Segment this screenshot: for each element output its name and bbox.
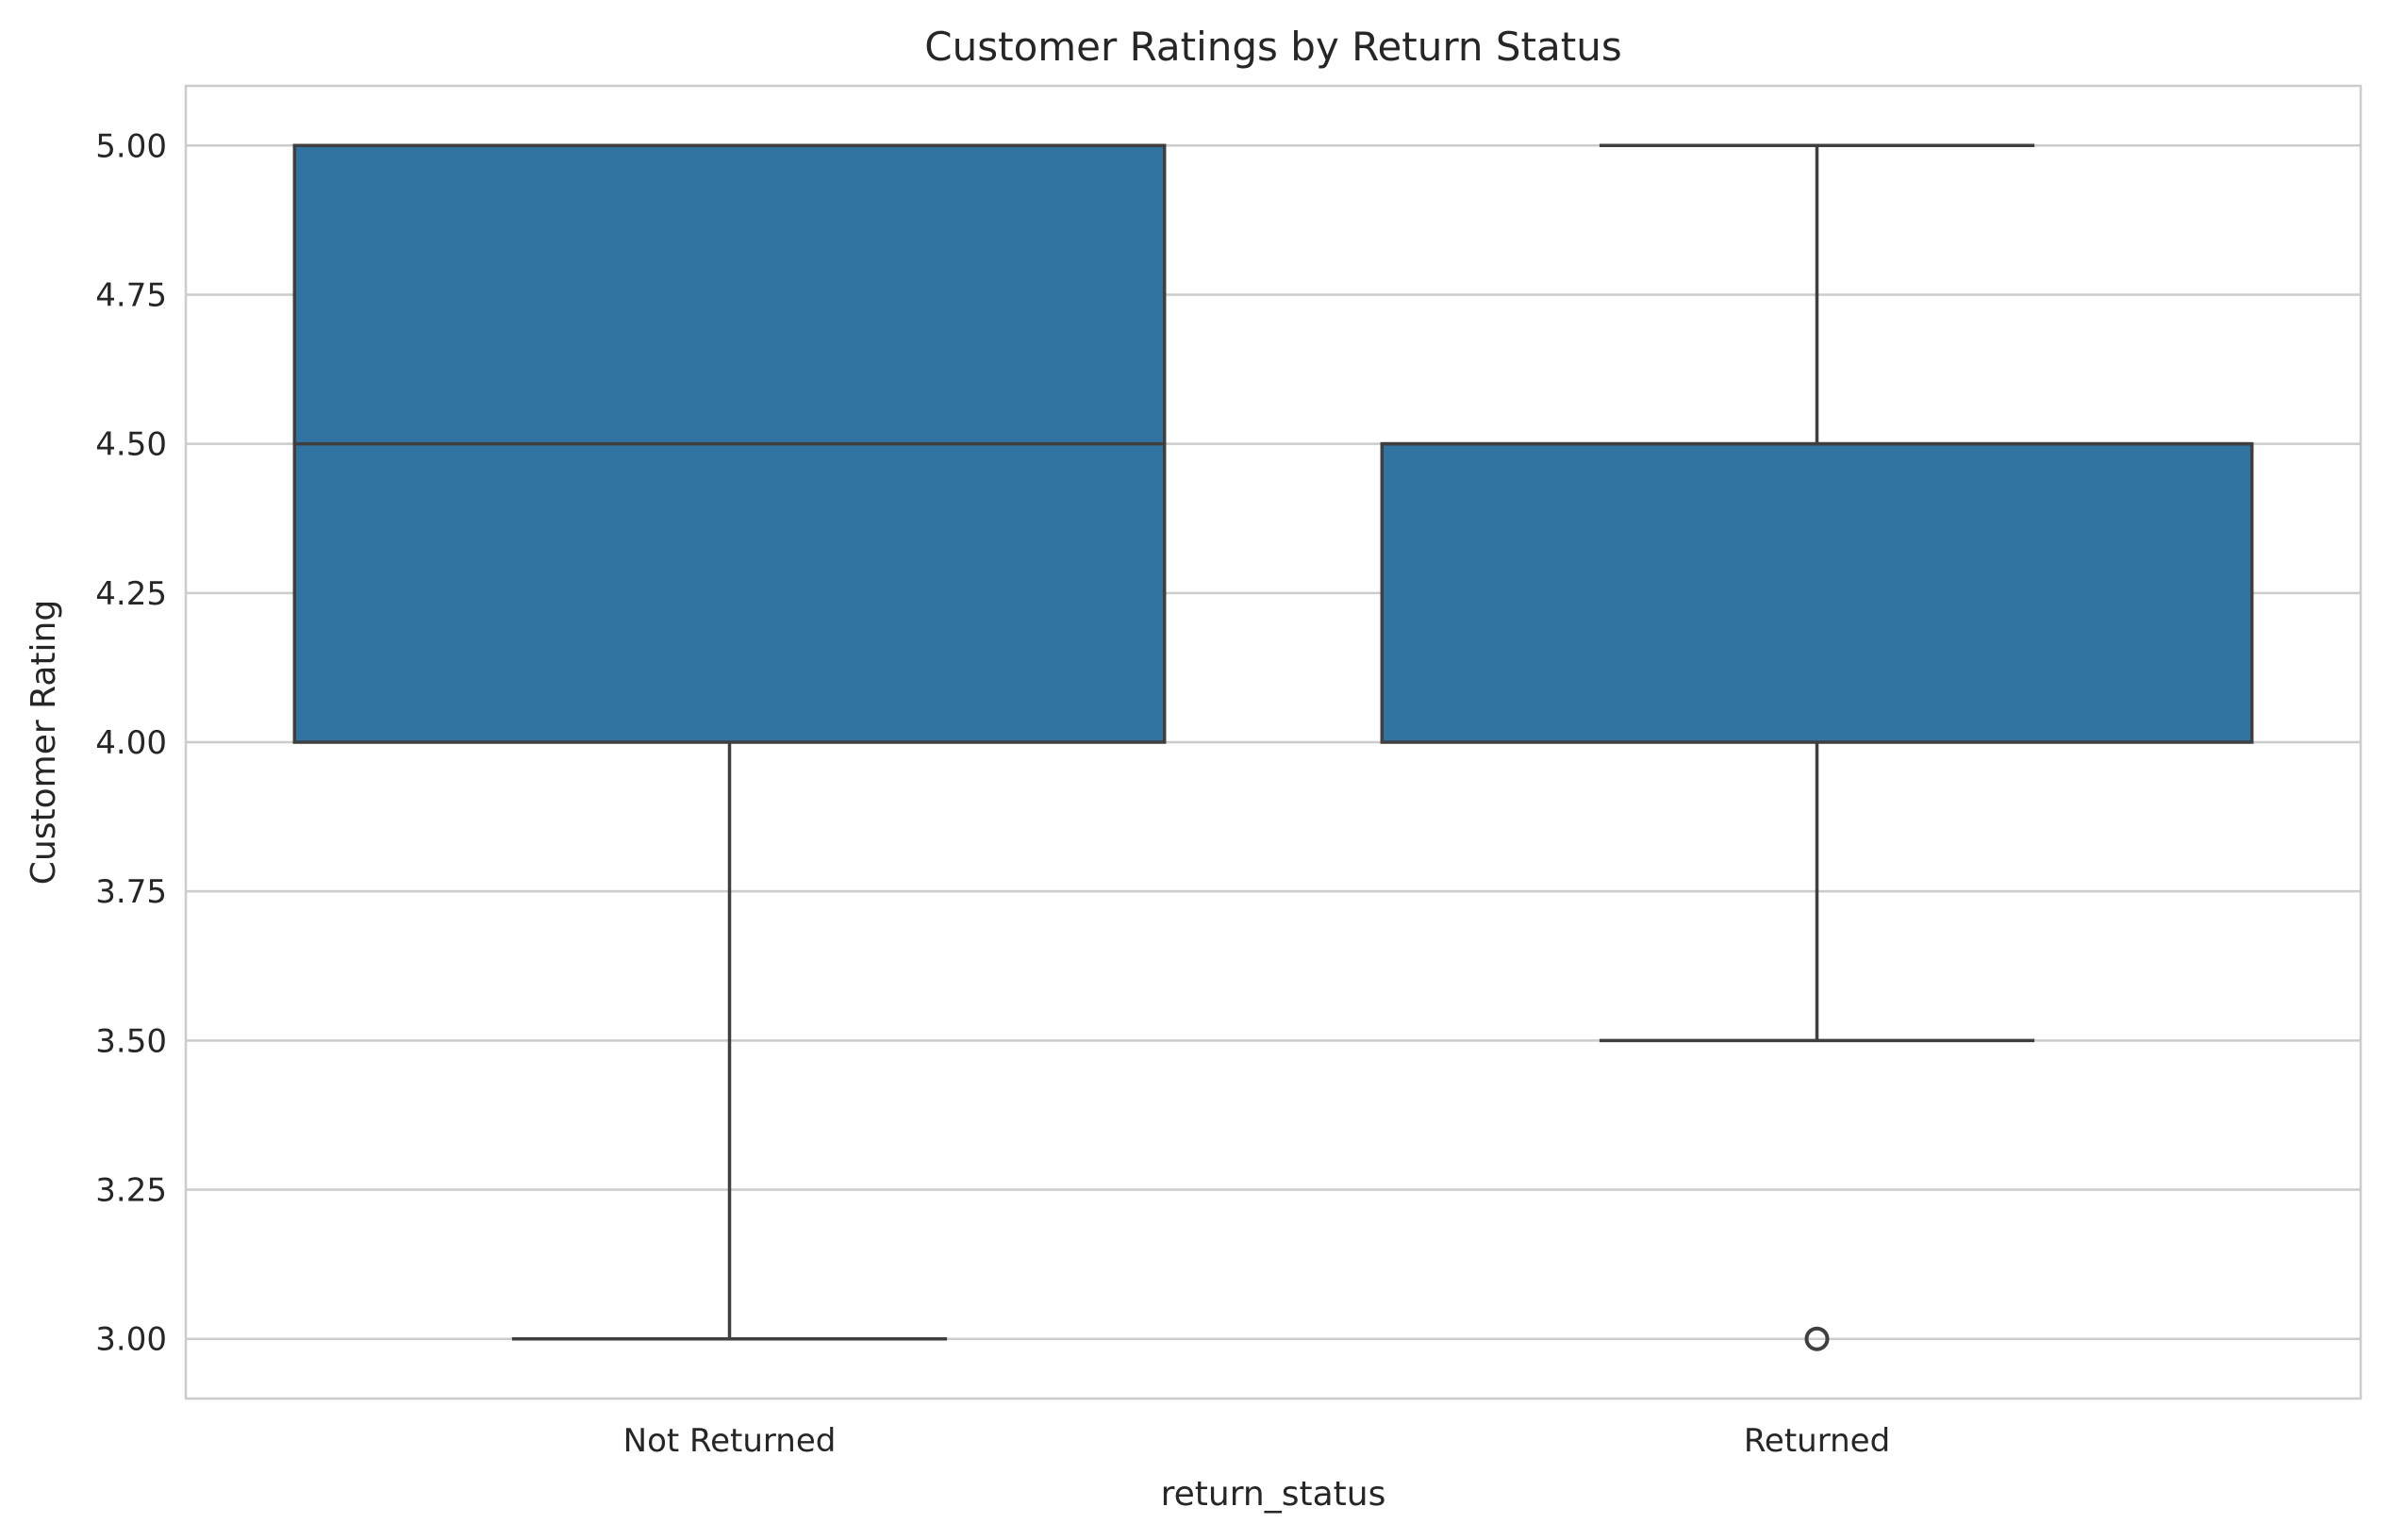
box-group [1380, 143, 2254, 1351]
plot-frame [184, 84, 2363, 1400]
y-tick-label: 3.75 [95, 873, 167, 911]
y-tick-label: 3.50 [95, 1022, 167, 1060]
y-tick-label: 3.25 [95, 1172, 167, 1210]
y-tick-label: 4.00 [95, 724, 167, 762]
x-tick-labels: Not Returned Returned [623, 1422, 1891, 1460]
x-tick-label: Not Returned [623, 1422, 837, 1460]
y-tick-labels: 3.00 3.25 3.50 3.75 4.00 4.25 4.50 4.75 5.00 [95, 127, 167, 1358]
y-axis-label: Customer Rating [25, 600, 63, 885]
y-tick-label: 4.25 [95, 575, 167, 613]
y-tick-label: 5.00 [95, 127, 167, 165]
y-tick-label: 3.00 [95, 1321, 167, 1359]
box-group [292, 143, 1167, 1341]
boxes [292, 143, 2254, 1351]
y-tick-label: 4.50 [95, 426, 167, 464]
chart-title: Customer Ratings by Return Status [924, 24, 1621, 70]
x-axis-label: return_status [1161, 1475, 1386, 1514]
x-tick-label: Returned [1744, 1422, 1890, 1460]
box-iqr [1380, 441, 2254, 744]
outlier-point [1804, 1326, 1830, 1351]
y-tick-label: 4.75 [95, 276, 167, 314]
